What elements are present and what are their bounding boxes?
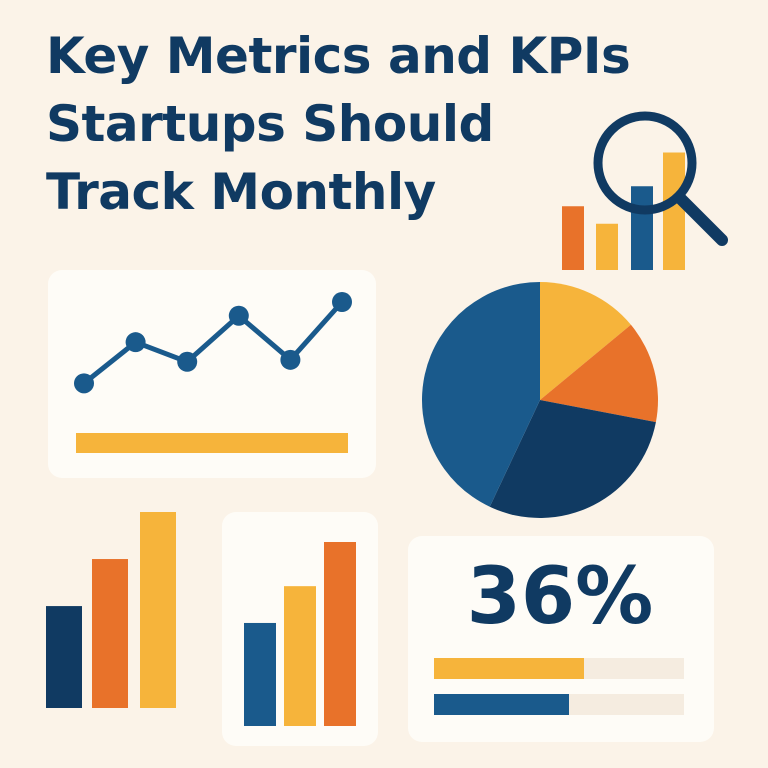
kpi-bar-fill <box>434 658 584 679</box>
pie-slice <box>489 400 656 518</box>
pie-slice <box>540 282 631 400</box>
bottom-left-bar-chart <box>46 512 176 708</box>
mini-bar <box>663 152 685 270</box>
kpi-percentage: 36% <box>466 552 654 642</box>
line-chart <box>74 292 352 453</box>
title-line-3: Track Monthly <box>46 163 436 221</box>
bar <box>92 559 128 708</box>
bar <box>140 512 176 708</box>
mini-bar <box>562 206 584 270</box>
line-card-bar <box>76 433 348 453</box>
magnifying-glass-icon <box>593 111 728 246</box>
line-point <box>332 292 352 312</box>
bar <box>284 586 316 726</box>
bar <box>244 622 276 726</box>
pie-slice <box>540 324 658 423</box>
title-line-1: Key Metrics and KPIs <box>46 27 631 85</box>
line-series <box>82 300 344 386</box>
page-title: Key Metrics and KPIs Startups Should Tra… <box>46 22 631 226</box>
bottom-middle-bar-chart <box>244 542 356 726</box>
bar <box>46 606 82 708</box>
kpi-progress-bars <box>434 658 684 715</box>
kpi-bar-fill <box>434 694 569 715</box>
pie-slice <box>422 282 540 507</box>
line-point <box>228 305 249 326</box>
mini-bar <box>596 223 618 270</box>
line-point <box>280 349 301 370</box>
title-line-2: Startups Should <box>46 95 494 153</box>
line-point <box>177 351 198 372</box>
pie-chart <box>422 282 658 518</box>
line-point <box>74 373 94 394</box>
line-point <box>125 332 146 353</box>
bar <box>324 542 356 726</box>
